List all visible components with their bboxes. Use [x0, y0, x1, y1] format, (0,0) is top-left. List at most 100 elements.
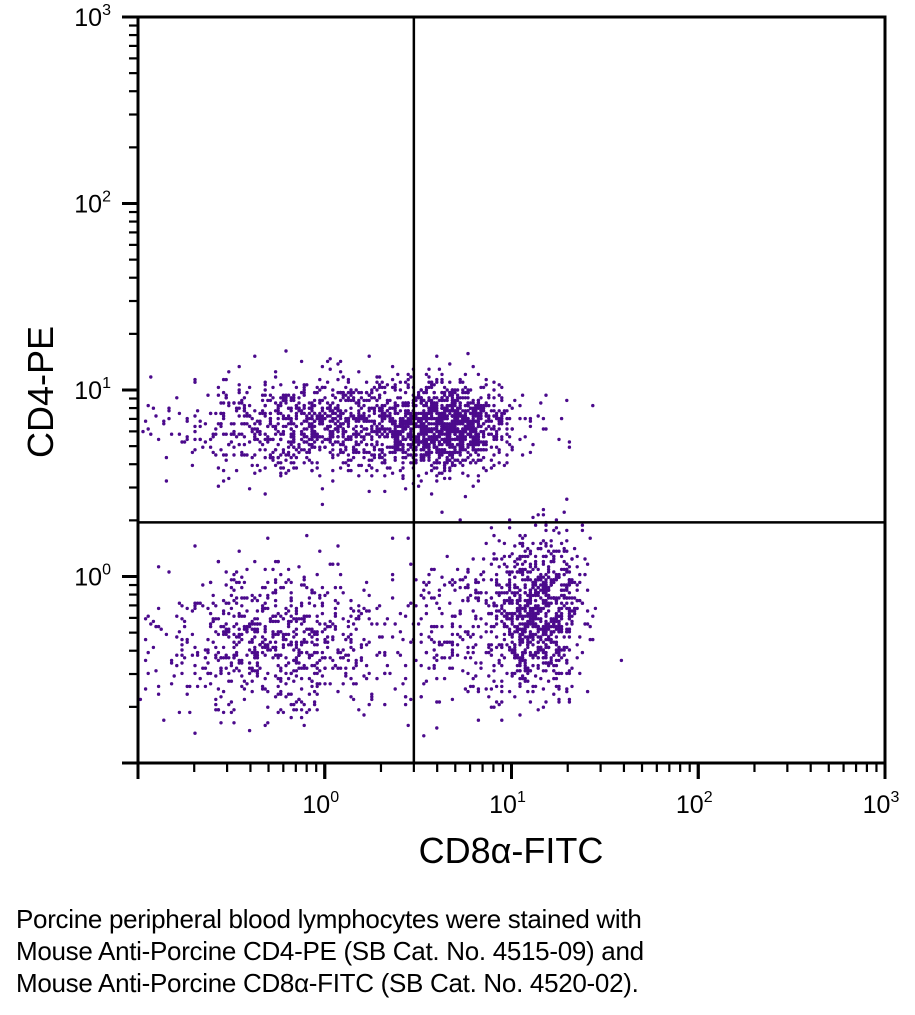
- event-dot: [520, 632, 525, 637]
- event-dot: [367, 671, 371, 676]
- event-dot: [450, 643, 455, 647]
- event-dot: [276, 684, 280, 689]
- event-dot: [518, 598, 522, 603]
- event-dot: [390, 578, 395, 582]
- event-dot: [383, 453, 387, 457]
- event-dot: [357, 450, 361, 455]
- event-dot: [351, 427, 356, 431]
- event-dot: [507, 645, 512, 650]
- event-dot: [320, 630, 325, 634]
- event-dot: [263, 643, 267, 647]
- event-dot: [289, 640, 293, 644]
- event-dot: [320, 414, 325, 418]
- event-dot: [198, 437, 202, 442]
- event-dot: [383, 650, 387, 655]
- event-dot: [266, 606, 270, 611]
- event-dot: [266, 596, 270, 600]
- event-dot: [281, 398, 286, 403]
- event-dot: [554, 611, 559, 616]
- event-dot: [419, 401, 423, 405]
- event-dot: [442, 466, 447, 470]
- event-dot: [349, 414, 353, 418]
- event-dot: [276, 411, 280, 416]
- event-dot: [375, 427, 379, 431]
- event-dot: [463, 429, 468, 434]
- event-dot: [318, 549, 322, 553]
- event-dot: [284, 682, 288, 686]
- event-dot: [253, 645, 257, 650]
- event-dot: [318, 377, 322, 382]
- event-dot: [541, 627, 546, 631]
- event-dot: [409, 411, 413, 416]
- event-dot: [461, 463, 465, 468]
- event-dot: [518, 656, 522, 660]
- event-dot: [427, 572, 431, 577]
- event-dot: [432, 422, 436, 426]
- event-dot: [450, 624, 455, 629]
- event-dot: [450, 463, 455, 468]
- event-dot: [520, 622, 525, 626]
- event-dot: [341, 682, 345, 686]
- event-dot: [448, 466, 452, 470]
- event-dot: [401, 401, 405, 405]
- event-dot: [497, 393, 501, 397]
- event-dot: [523, 583, 527, 587]
- event-dot: [450, 650, 455, 655]
- event-dot: [448, 656, 452, 660]
- event-dot: [448, 422, 452, 426]
- event-dot: [279, 572, 283, 577]
- event-dot: [294, 406, 299, 410]
- event-dot: [565, 661, 569, 665]
- event-dot: [242, 396, 247, 400]
- event-dot: [344, 437, 348, 442]
- event-dot: [585, 562, 590, 566]
- event-dot: [559, 671, 564, 676]
- event-dot: [419, 453, 423, 457]
- event-dot: [338, 422, 343, 426]
- event-dot: [552, 669, 556, 673]
- event-dot: [422, 734, 426, 738]
- event-dot: [461, 435, 465, 439]
- event-dot: [154, 624, 158, 629]
- event-dot: [367, 640, 371, 644]
- event-dot: [484, 440, 488, 444]
- event-dot: [500, 663, 504, 668]
- event-dot: [468, 432, 473, 436]
- event-dot: [315, 416, 319, 421]
- event-dot: [294, 656, 299, 660]
- event-dot: [435, 403, 439, 408]
- event-dot: [422, 422, 426, 426]
- event-dot: [357, 463, 361, 468]
- event-dot: [247, 671, 252, 676]
- event-dot: [266, 398, 270, 403]
- event-dot: [357, 370, 361, 374]
- event-dot: [318, 401, 322, 405]
- event-dot: [455, 393, 460, 397]
- event-dot: [575, 606, 579, 611]
- event-dot: [268, 648, 273, 652]
- event-dot: [440, 380, 444, 384]
- event-dot: [214, 411, 218, 416]
- event-dot: [224, 601, 228, 605]
- event-dot: [513, 645, 517, 650]
- event-dot: [297, 445, 301, 449]
- event-dot: [588, 624, 592, 629]
- event-dot: [492, 601, 496, 605]
- event-dot: [299, 715, 304, 720]
- event-dot: [383, 411, 387, 416]
- event-dot: [440, 575, 444, 579]
- event-dot: [419, 419, 423, 423]
- event-dot: [541, 583, 546, 587]
- event-dot: [292, 422, 296, 426]
- event-dot: [520, 541, 525, 546]
- event-dot: [591, 403, 595, 408]
- event-dot: [541, 661, 546, 665]
- event-dot: [338, 416, 343, 421]
- event-dot: [536, 624, 540, 629]
- event-dot: [305, 533, 309, 538]
- event-dot: [232, 453, 236, 457]
- event-dot: [289, 702, 293, 707]
- event-dot: [546, 604, 551, 608]
- event-dot: [536, 627, 540, 631]
- event-dot: [286, 567, 291, 572]
